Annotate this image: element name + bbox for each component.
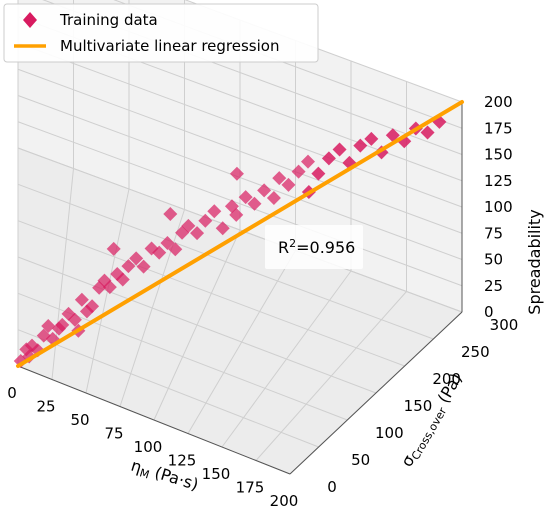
data-point [420, 125, 435, 140]
data-point [74, 292, 89, 307]
x-tick-label: 150 [202, 465, 231, 483]
z-tick-label: 175 [484, 119, 513, 137]
data-point [281, 177, 296, 192]
data-point [136, 259, 151, 274]
data-point [291, 164, 306, 179]
axis-edge [289, 311, 463, 475]
x-tick-label: 0 [7, 384, 17, 402]
x-tick-label: 50 [70, 411, 89, 429]
data-point [51, 321, 66, 336]
y-tick-label: 250 [461, 343, 490, 361]
data-point [121, 259, 136, 274]
legend-marker-training [23, 12, 37, 28]
annotation-box [265, 225, 363, 269]
x-tick-label: 200 [270, 492, 299, 510]
data-point [238, 190, 253, 205]
data-point [332, 142, 347, 157]
data-point [385, 128, 400, 143]
tick-labels: 0255075100125150175200050100150200250300… [7, 93, 518, 510]
data-point [163, 207, 178, 222]
z-tick-label: 75 [484, 224, 503, 242]
regression-line [16, 100, 464, 368]
y-tick-label: 50 [351, 451, 370, 469]
data-point [106, 241, 121, 256]
data-point [321, 151, 336, 166]
z-tick-label: 25 [484, 277, 503, 295]
axis-edges [17, 102, 463, 475]
y-tick-label: 200 [432, 370, 461, 388]
data-point [92, 280, 107, 295]
regression-line-group [16, 100, 464, 368]
data-point [353, 138, 368, 153]
data-point [207, 204, 222, 219]
data-point [129, 251, 144, 266]
y-tick-label: 300 [490, 316, 519, 334]
z-tick-label: 50 [484, 251, 503, 269]
data-point [144, 241, 159, 256]
r-squared-annotation: R2=0.956 [265, 225, 363, 269]
data-point [311, 166, 326, 181]
annotation-text: R2=0.956 [278, 237, 355, 258]
data-point [61, 306, 76, 321]
data-point [25, 338, 40, 353]
z-tick-label: 100 [484, 198, 513, 216]
z-axis-label: Spreadability [525, 209, 544, 314]
data-point [198, 213, 213, 228]
floor-pane [18, 148, 462, 474]
y-tick-label: 100 [375, 424, 404, 442]
z-tick-label: 200 [484, 93, 513, 111]
legend-label-training: Training data [59, 11, 158, 29]
data-point [36, 328, 51, 343]
data-point [364, 131, 379, 146]
data-point [301, 154, 315, 169]
data-point [215, 221, 230, 236]
x-tick-label: 125 [168, 452, 197, 470]
x-tick-label: 175 [236, 479, 265, 497]
z-tick-label: 0 [484, 303, 494, 321]
data-point [168, 242, 183, 257]
data-point [190, 226, 205, 241]
legend-label-regression: Multivariate linear regression [60, 37, 279, 55]
x-tick-label: 25 [36, 398, 55, 416]
data-point [247, 196, 262, 211]
z-tick-label: 150 [484, 146, 513, 164]
x-tick-label: 75 [104, 425, 123, 443]
data-point [110, 267, 125, 282]
data-point [175, 225, 190, 240]
data-point [266, 190, 281, 205]
data-points [13, 114, 447, 369]
data-point [272, 171, 287, 186]
data-point [224, 199, 239, 214]
data-point [160, 235, 175, 250]
data-point [19, 342, 34, 357]
z-tick-label: 125 [484, 172, 513, 190]
data-point [229, 166, 244, 181]
data-point [41, 319, 56, 334]
data-point [79, 304, 94, 319]
x-tick-label: 100 [134, 438, 163, 456]
legend: Training data Multivariate linear regres… [3, 3, 319, 63]
data-point [257, 183, 272, 198]
legend-box [3, 3, 319, 63]
axis-edge [17, 365, 291, 475]
y-tick-label: 150 [404, 397, 433, 415]
y-tick-label: 0 [327, 478, 337, 496]
